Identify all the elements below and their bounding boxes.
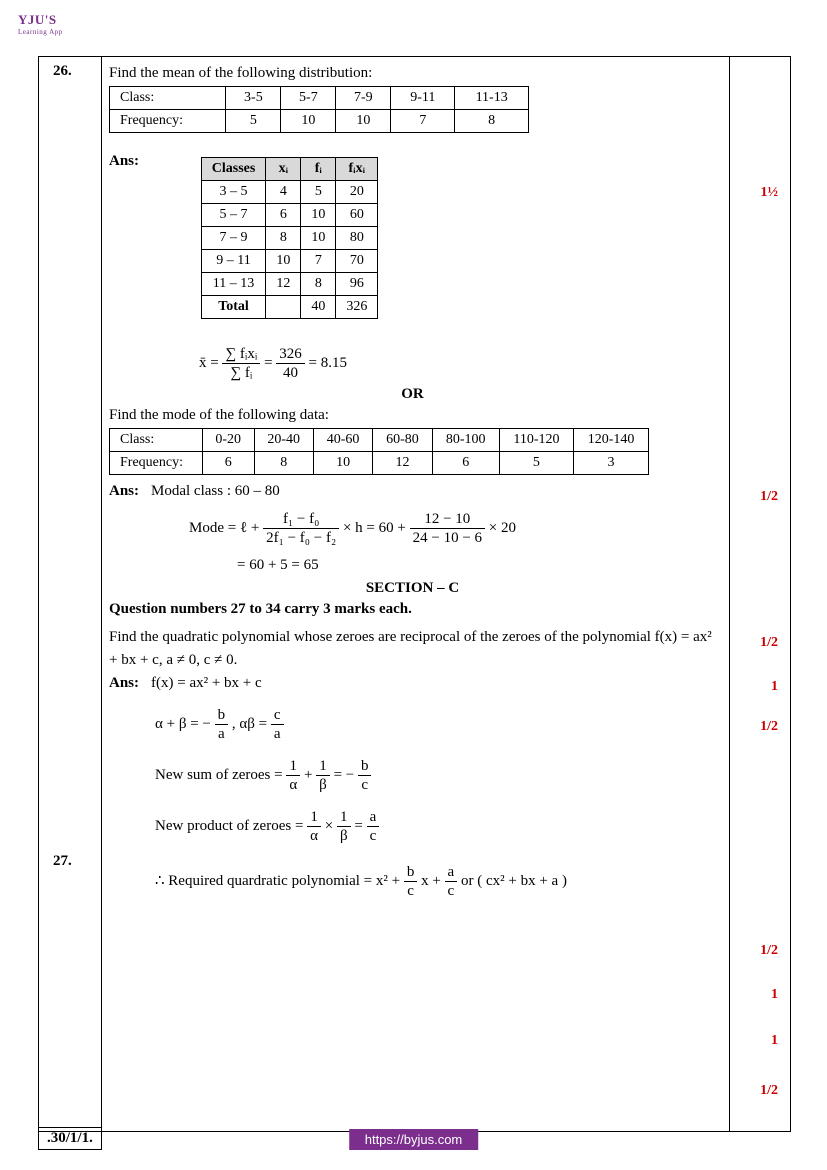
mark: 1 <box>771 1033 778 1049</box>
ans-label: Ans: <box>109 153 151 170</box>
page-number: .30/1/1. <box>38 1127 102 1150</box>
mode-formula: Mode = ℓ + f₁ − f₀2f₁ − f₀ − f₂ × h = 60… <box>189 510 716 547</box>
mark: 1/2 <box>760 1083 778 1099</box>
question-column <box>39 57 102 1131</box>
q27-l1: f(x) = ax² + bx + c <box>151 675 262 691</box>
q27-l2: α + β = − ba , αβ = ca <box>155 706 716 743</box>
q26-ans-table: Classesxᵢfᵢfᵢxᵢ 3 – 54520 5 – 761060 7 –… <box>201 157 379 319</box>
logo: YJU'SLearning App <box>18 12 63 36</box>
q27-prompt: Find the quadratic polynomial whose zero… <box>109 626 716 671</box>
or-label: OR <box>109 386 716 403</box>
q27-number: 27. <box>53 853 72 870</box>
content-frame: 26. 27. 1½ 1/2 1/2 1 1/2 1/2 1 1 1/2 Fin… <box>38 56 791 1132</box>
mark: 1/2 <box>760 635 778 651</box>
mean-formula: x̄ = ∑ fᵢxᵢ∑ fᵢ = 32640 = 8.15 <box>199 345 716 382</box>
mark: 1/2 <box>760 489 778 505</box>
mark: 1 <box>771 679 778 695</box>
section-title: SECTION – C <box>109 580 716 597</box>
ans-label: Ans: <box>109 675 151 692</box>
q27-l3: New sum of zeroes = 1α + 1β = − bc <box>155 757 716 794</box>
q26-number: 26. <box>53 63 72 80</box>
marks-column <box>729 57 790 1131</box>
modal-class: Modal class : 60 – 80 <box>151 483 280 499</box>
q26-prompt2: Find the mode of the following data: <box>109 407 716 424</box>
mark: 1/2 <box>760 719 778 735</box>
q26-prompt: Find the mean of the following distribut… <box>109 65 716 82</box>
ans-label: Ans: <box>109 483 151 500</box>
mark: 1/2 <box>760 943 778 959</box>
url-banner: https://byjus.com <box>349 1129 479 1150</box>
q26-freq-table: Class:3-55-77-99-1111-13 Frequency:51010… <box>109 86 529 133</box>
mark: 1 <box>771 987 778 1003</box>
section-sub: Question numbers 27 to 34 carry 3 marks … <box>109 601 716 618</box>
page: YJU'SLearning App 26. 27. 1½ 1/2 1/2 1 1… <box>0 0 827 1170</box>
mark: 1½ <box>761 185 779 201</box>
mode-table: Class:0-2020-4040-6060-8080-100110-12012… <box>109 428 649 475</box>
body: Find the mean of the following distribut… <box>101 57 730 900</box>
mode-result: = 60 + 5 = 65 <box>237 557 716 574</box>
q27-l5: ∴ Required quardratic polynomial = x² + … <box>155 863 716 900</box>
q27-l4: New product of zeroes = 1α × 1β = ac <box>155 808 716 845</box>
